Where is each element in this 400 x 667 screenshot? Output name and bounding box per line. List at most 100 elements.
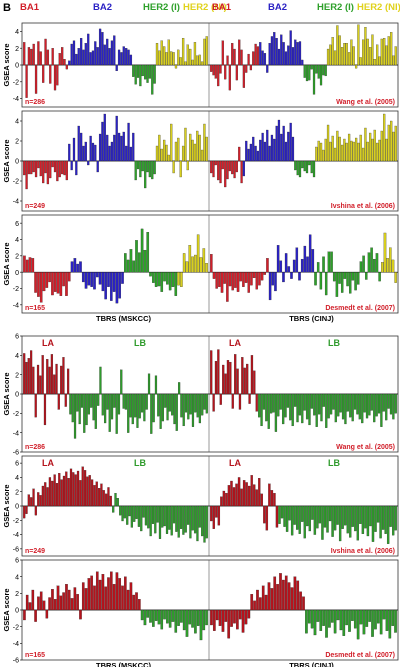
bar-5-1-7 — [37, 492, 40, 507]
bar-6-2-44 — [333, 609, 337, 634]
bar-3-1-15 — [62, 272, 65, 287]
bar-2-1-37 — [108, 145, 111, 162]
bar-6-1-52 — [166, 609, 169, 624]
bar-3-1-49 — [157, 272, 161, 287]
bar-3-1-30 — [104, 272, 107, 300]
bar-2-1-4 — [30, 160, 33, 175]
bar-5-2-4 — [217, 505, 221, 526]
bar-4-1-69 — [180, 393, 183, 418]
bar-4-1-44 — [122, 393, 125, 409]
bar-5-2-15 — [245, 482, 248, 507]
bar-5-1-46 — [128, 505, 131, 517]
bar-2-2-33 — [284, 141, 288, 162]
bar-4-2-71 — [377, 393, 381, 414]
bar-5-1-18 — [62, 475, 66, 507]
bar-5-2-59 — [356, 505, 360, 541]
bar-1-2-37 — [294, 39, 297, 66]
bar-1-2-75 — [383, 37, 386, 66]
bar-6-1-47 — [152, 609, 155, 627]
bar-4-2-1 — [210, 350, 213, 395]
n-label: n=249 — [25, 203, 45, 210]
bar-2-2-66 — [361, 147, 365, 162]
bar-1-2-7 — [224, 64, 227, 80]
bar-5-2-14 — [242, 480, 246, 507]
bar-5-1-5 — [32, 488, 35, 507]
y-tick-label: -2 — [13, 411, 19, 418]
bar-4-1-39 — [110, 393, 114, 420]
bar-3-2-63 — [375, 253, 379, 273]
bar-6-2-48 — [345, 609, 348, 626]
bar-4-2-62 — [356, 393, 359, 415]
bar-3-1-59 — [185, 261, 189, 273]
bar-1-2-15 — [242, 64, 246, 88]
bar-6-1-25 — [90, 575, 93, 611]
subtype-header-7: HER2 (I) — [317, 2, 354, 13]
bar-1-1-55 — [151, 64, 154, 95]
bar-1-2-65 — [359, 57, 362, 66]
bar-4-1-65 — [171, 393, 174, 416]
bar-2-2-32 — [282, 125, 285, 162]
bar-3-2-68 — [389, 247, 392, 273]
bar-1-1-31 — [94, 41, 97, 66]
bar-2-2-15 — [242, 160, 246, 177]
bar-3-2-26 — [276, 245, 280, 273]
bar-1-2-4 — [217, 64, 220, 87]
bar-1-1-5 — [32, 43, 35, 66]
bar-5-2-17 — [250, 475, 253, 507]
bar-4-1-43 — [120, 369, 123, 395]
bar-5-1-33 — [97, 488, 101, 507]
bar-2-2-10 — [231, 160, 234, 175]
bar-2-2-69 — [369, 132, 372, 162]
bar-5-1-51 — [140, 505, 143, 532]
bar-1-1-74 — [196, 55, 199, 66]
bar-6-2-28 — [287, 582, 291, 611]
bar-1-1-38 — [110, 40, 114, 66]
bar-3-1-8 — [42, 272, 46, 292]
bar-4-1-59 — [157, 393, 160, 417]
bar-6-1-17 — [67, 589, 71, 611]
bar-4-1-27 — [83, 393, 86, 433]
bar-5-2-49 — [331, 505, 334, 537]
bar-4-1-6 — [34, 393, 37, 418]
bar-6-2-18 — [259, 597, 262, 611]
bar-1-1-67 — [179, 57, 182, 66]
bar-5-2-67 — [376, 505, 380, 523]
bar-4-1-21 — [69, 393, 72, 415]
y-tick-label: 4 — [15, 574, 19, 581]
bar-5-1-75 — [196, 505, 199, 542]
bar-2-2-17 — [247, 148, 250, 162]
y-tick-label: 6 — [15, 461, 19, 468]
bar-1-2-61 — [350, 39, 353, 66]
bar-6-1-21 — [79, 609, 82, 620]
bar-4-2-20 — [255, 393, 258, 412]
bar-3-2-50 — [340, 272, 344, 293]
bar-1-2-3 — [214, 64, 217, 79]
bar-4-2-9 — [229, 361, 232, 395]
bar-2-2-57 — [340, 144, 344, 162]
subtype-header-4-4: LB — [328, 338, 340, 348]
bar-4-2-19 — [253, 370, 256, 395]
bar-1-1-10 — [44, 38, 47, 66]
bar-6-2-1 — [210, 609, 213, 626]
bar-3-1-16 — [65, 272, 68, 296]
bar-3-2-54 — [351, 272, 355, 281]
bar-2-1-74 — [196, 130, 199, 162]
subtype-header-5-4: LB — [328, 458, 340, 468]
bar-4-1-71 — [184, 393, 188, 413]
bar-1-1-63 — [170, 51, 173, 66]
bar-6-1-53 — [168, 609, 172, 628]
bar-5-1-42 — [119, 505, 122, 516]
bar-4-1-28 — [85, 393, 88, 426]
bar-6-2-32 — [299, 591, 302, 611]
bar-4-2-31 — [281, 393, 285, 425]
bar-5-2-1 — [210, 505, 213, 522]
bar-5-2-46 — [323, 505, 327, 528]
bar-2-2-9 — [228, 160, 231, 172]
bar-2-1-41 — [117, 132, 121, 162]
bar-1-1-64 — [172, 52, 175, 66]
bar-1-2-45 — [312, 64, 316, 95]
bar-2-1-32 — [96, 160, 99, 173]
bar-3-1-64 — [199, 257, 203, 273]
bar-4-2-24 — [265, 393, 268, 422]
bar-1-1-21 — [70, 43, 73, 66]
